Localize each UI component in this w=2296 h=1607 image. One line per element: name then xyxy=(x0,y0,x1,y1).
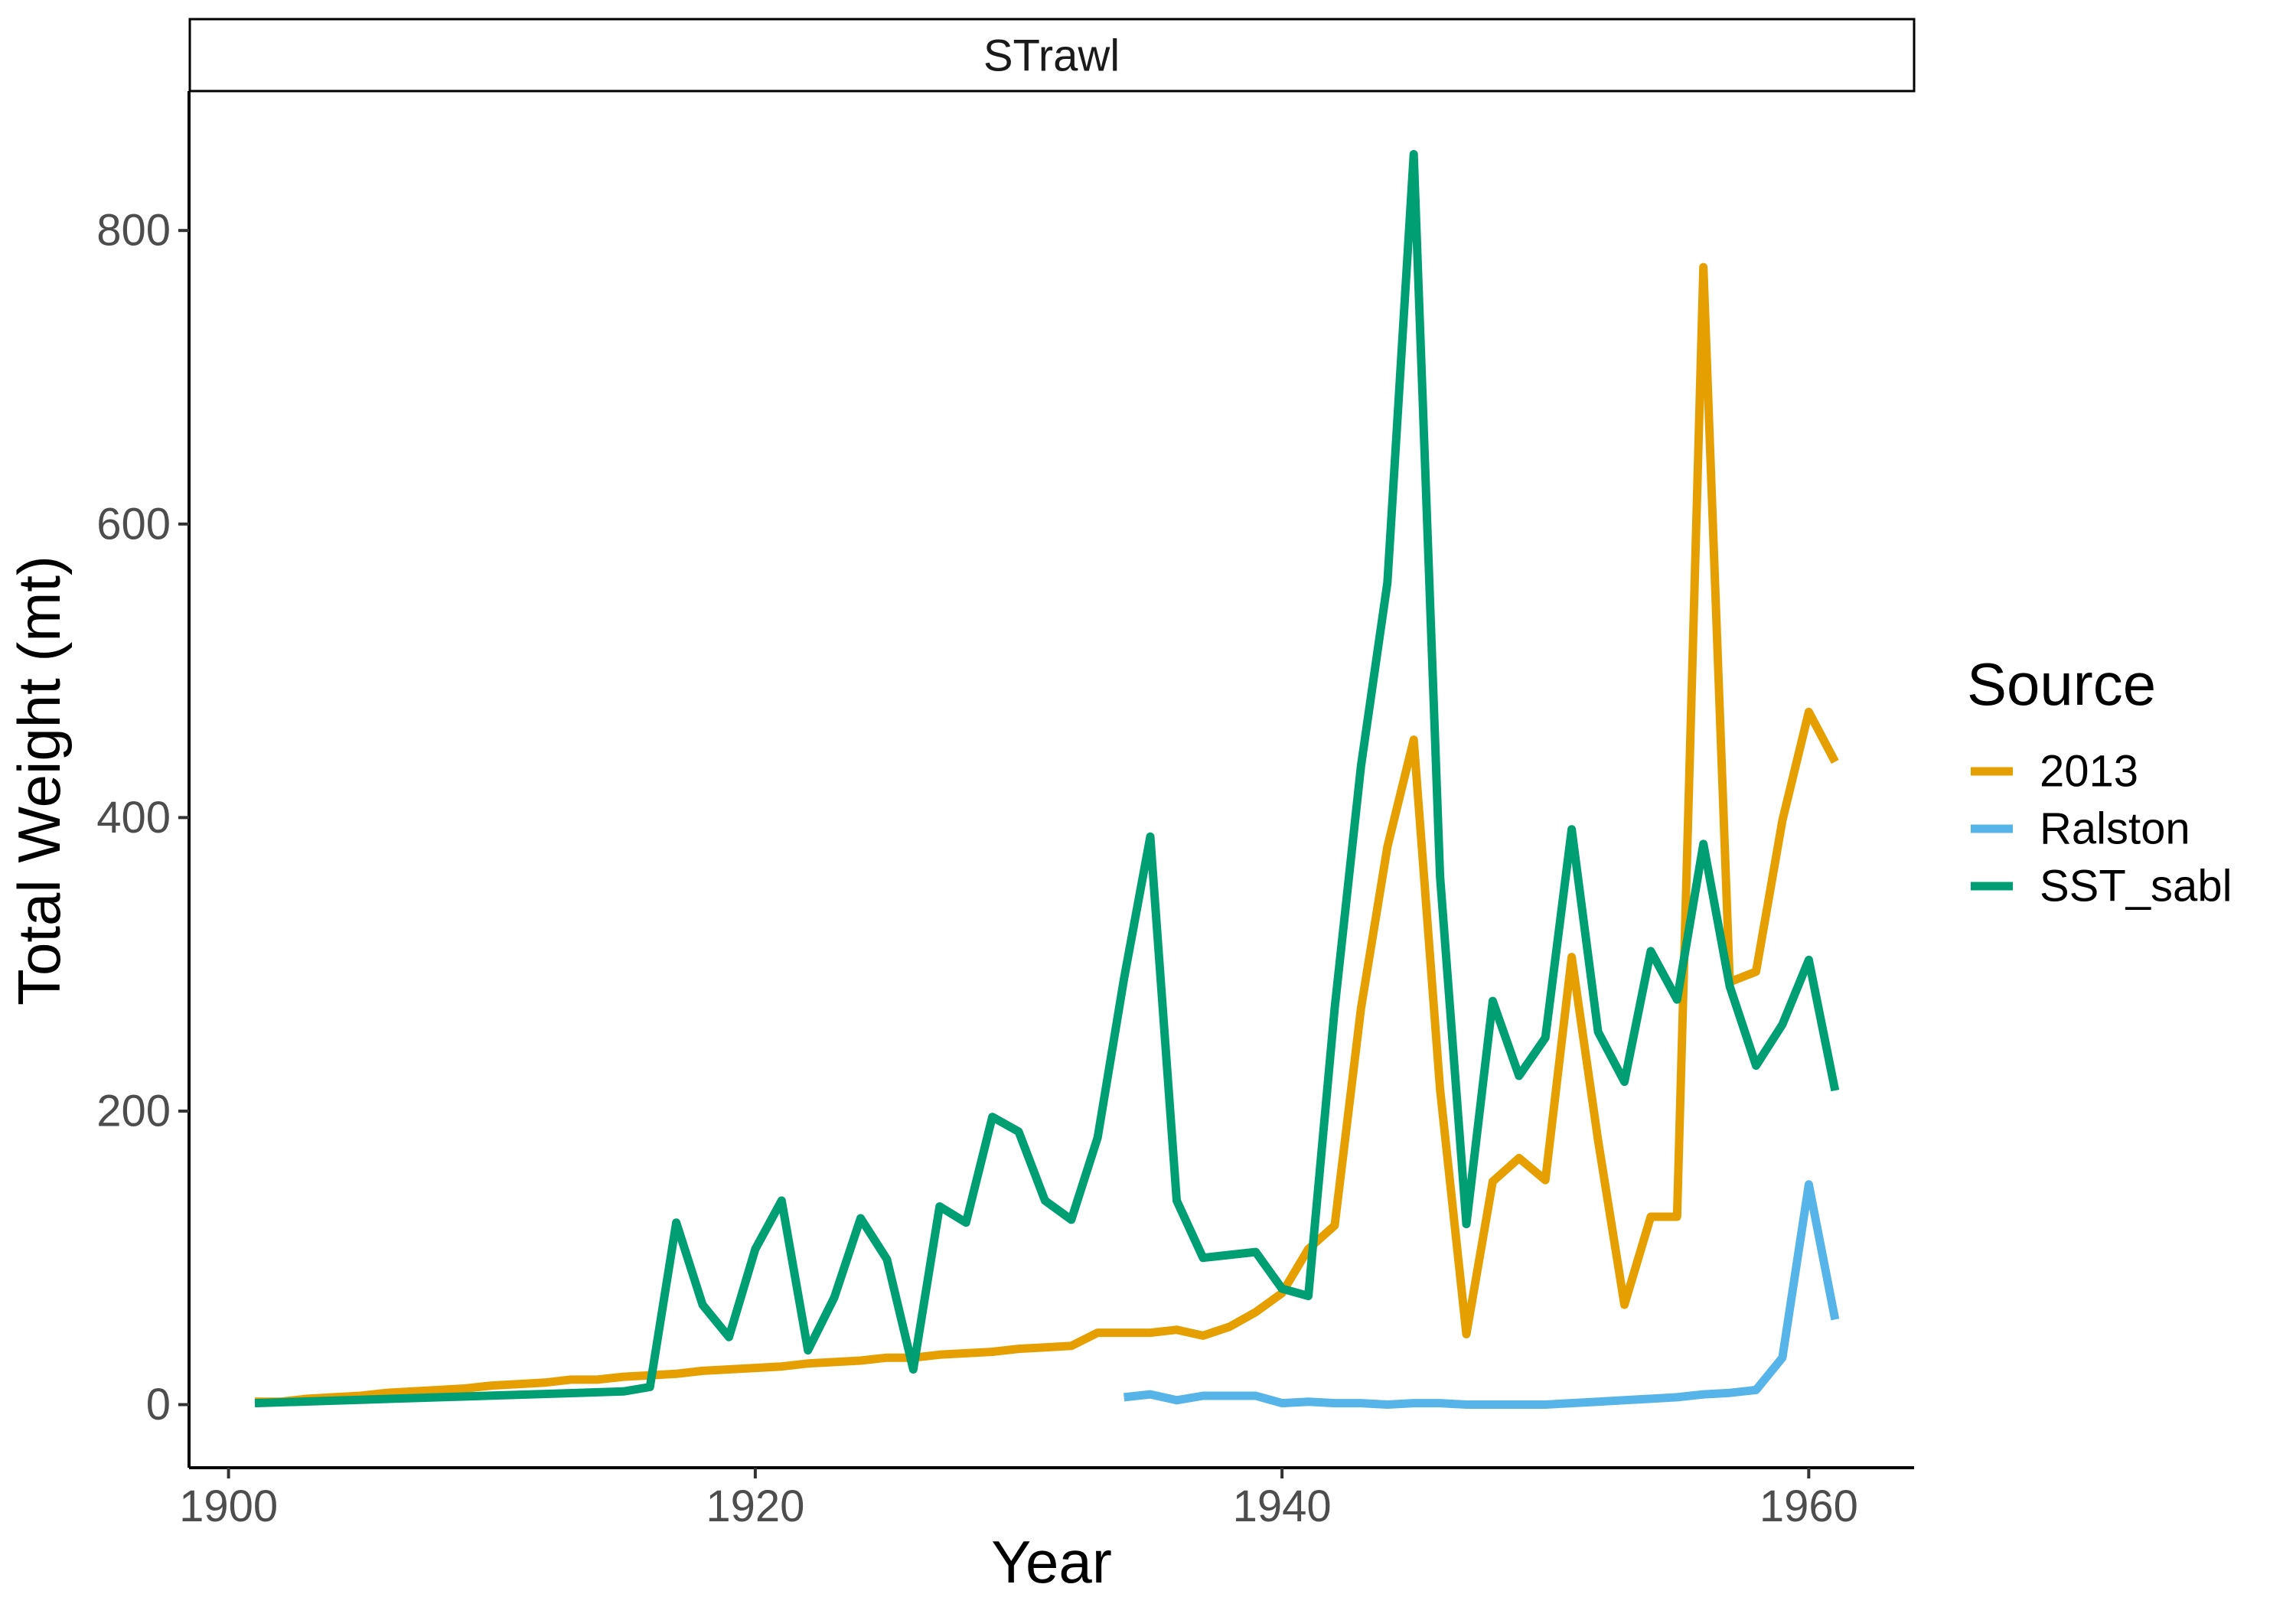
y-axis-ticks: 0 200 400 600 800 xyxy=(96,206,189,1429)
facet-strip xyxy=(188,18,1916,93)
y-tick-label: 800 xyxy=(96,206,171,256)
y-axis-title: Total Weight (mt) xyxy=(5,556,73,1006)
plot-panel xyxy=(254,150,1840,1409)
legend: Source 2013 Ralston SST_sabl xyxy=(1967,650,2232,911)
legend-label: Ralston xyxy=(2040,804,2190,854)
legend-label: SST_sabl xyxy=(2040,862,2232,911)
y-tick-label: 600 xyxy=(96,499,171,549)
series-line-sst-sabl xyxy=(254,150,1840,1408)
y-tick-label: 400 xyxy=(96,793,171,843)
y-tick-label: 200 xyxy=(96,1086,171,1136)
x-tick-label: 1900 xyxy=(179,1482,278,1531)
x-tick-label: 1960 xyxy=(1760,1482,1858,1531)
x-tick-label: 1920 xyxy=(706,1482,804,1531)
series-line-2013 xyxy=(255,262,1839,1407)
legend-title: Source xyxy=(1967,650,2156,718)
y-tick-label: 0 xyxy=(146,1380,171,1429)
facet-strip-label: STrawl xyxy=(983,31,1120,81)
x-tick-label: 1940 xyxy=(1233,1482,1332,1531)
x-axis-ticks: 1900 1920 1940 1960 xyxy=(179,1468,1858,1531)
x-axis-title: Year xyxy=(991,1528,1112,1596)
series-line-ralston xyxy=(1123,1180,1840,1409)
legend-label: 2013 xyxy=(2040,747,2138,797)
